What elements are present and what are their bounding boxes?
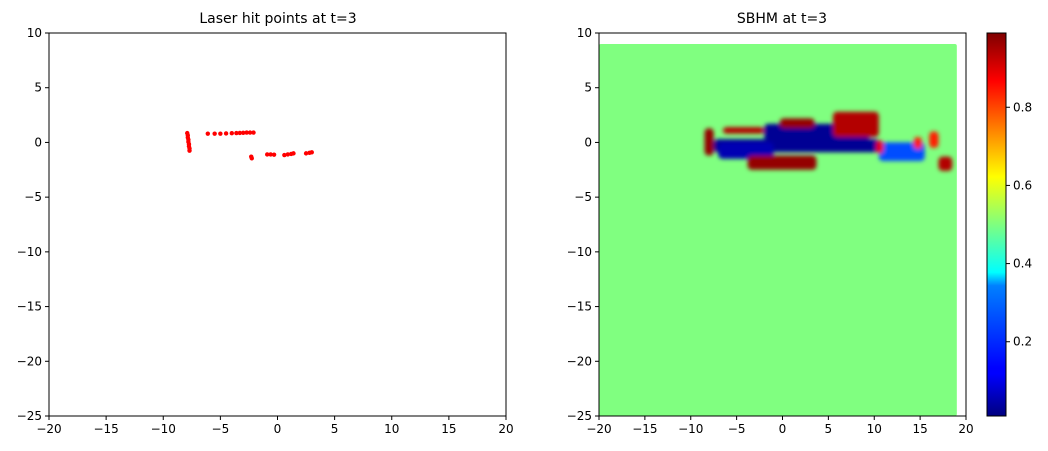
y-tick-label: 5 (584, 81, 592, 95)
heatmap-cells (704, 111, 953, 171)
y-tick-label: −10 (567, 245, 592, 259)
sbhm-heatmap-panel: SBHM at t=3 (567, 11, 974, 436)
x-axis: −20 −15 −10 −5 0 5 10 15 20 (586, 416, 974, 436)
y-tick-label: 5 (34, 81, 42, 95)
scatter-points (185, 130, 314, 161)
data-point (212, 131, 217, 136)
data-point (244, 130, 249, 135)
x-tick-label: 0 (274, 422, 282, 436)
heatmap-cell (929, 131, 939, 148)
colorbar-ticks: 0.2 0.4 0.6 0.8 (1006, 100, 1032, 349)
y-tick-label: −20 (567, 354, 592, 368)
y-axis: 10 5 0 −5 −10 −15 −20 −25 (567, 26, 599, 423)
x-axis: −20 −15 −10 −5 0 5 10 15 20 (36, 416, 514, 436)
data-point (234, 130, 239, 136)
y-axis: 10 5 0 −5 −10 −15 −20 −25 (17, 26, 49, 423)
colorbar-tick-label: 0.6 (1013, 178, 1032, 192)
heatmap-cell (938, 156, 953, 171)
x-tick-label: 10 (867, 422, 882, 436)
x-tick-label: 0 (779, 422, 787, 436)
heatmap-cell (832, 111, 879, 137)
x-tick-label: −10 (678, 422, 703, 436)
x-tick-label: −5 (212, 422, 230, 436)
data-point (291, 151, 296, 156)
data-point (249, 156, 254, 161)
x-tick-label: −20 (36, 422, 61, 436)
y-tick-label: −5 (574, 190, 592, 204)
y-tick-label: −20 (17, 354, 42, 368)
data-point (218, 131, 223, 136)
data-point (271, 152, 277, 157)
heatmap-cell (878, 142, 925, 162)
data-point (205, 131, 211, 136)
x-tick-label: 5 (331, 422, 339, 436)
colorbar-tick-label: 0.2 (1013, 335, 1032, 349)
x-tick-label: −10 (151, 422, 176, 436)
data-point (303, 151, 309, 156)
data-point (309, 150, 314, 155)
y-tick-label: −25 (17, 409, 42, 423)
heatmap-cell (722, 127, 765, 134)
y-tick-label: 10 (577, 26, 592, 40)
colorbar: 0.2 0.4 0.6 0.8 (986, 32, 1032, 417)
colorbar-gradient (987, 33, 1006, 416)
colorbar-tick-label: 0.8 (1013, 100, 1032, 114)
colorbar-frame (986, 32, 1007, 417)
data-point (241, 130, 246, 135)
y-tick-label: −25 (567, 409, 592, 423)
heatmap-cell (876, 140, 884, 154)
y-tick-label: −10 (17, 245, 42, 259)
heatmap-background (599, 43, 957, 416)
x-tick-label: 20 (958, 422, 973, 436)
x-tick-label: 20 (498, 422, 513, 436)
y-tick-label: 10 (27, 26, 42, 40)
x-tick-label: 5 (825, 422, 833, 436)
chart-title: Laser hit points at t=3 (199, 11, 356, 27)
heatmap-cell (913, 136, 922, 149)
heatmap-cell (747, 155, 817, 170)
heatmap-cell (779, 118, 815, 129)
data-point (237, 130, 242, 136)
x-tick-label: −15 (632, 422, 657, 436)
heatmap-cell (718, 142, 774, 159)
y-tick-label: 0 (584, 135, 592, 149)
data-point (229, 131, 234, 136)
x-tick-label: 15 (441, 422, 456, 436)
heatmap-cell (704, 128, 714, 156)
x-tick-label: −15 (93, 422, 118, 436)
data-point (265, 152, 270, 157)
y-tick-label: −5 (24, 190, 42, 204)
y-tick-label: −15 (17, 300, 42, 314)
x-tick-label: 15 (912, 422, 927, 436)
data-point (247, 130, 253, 135)
data-point (268, 152, 273, 157)
data-point (282, 152, 287, 158)
data-point (223, 131, 229, 136)
x-tick-label: −20 (586, 422, 611, 436)
data-point (251, 130, 256, 135)
x-tick-label: −5 (728, 422, 746, 436)
x-tick-label: 10 (384, 422, 399, 436)
y-tick-label: −15 (567, 300, 592, 314)
data-point (285, 152, 290, 157)
colorbar-tick-label: 0.4 (1013, 257, 1032, 271)
laser-scatter-panel: Laser hit points at t=3 −20 −15 −10 −5 0 5 10 1… (17, 11, 514, 436)
plot-area (49, 33, 506, 416)
chart-title: SBHM at t=3 (737, 11, 827, 27)
data-point (187, 148, 192, 153)
y-tick-label: 0 (34, 135, 42, 149)
